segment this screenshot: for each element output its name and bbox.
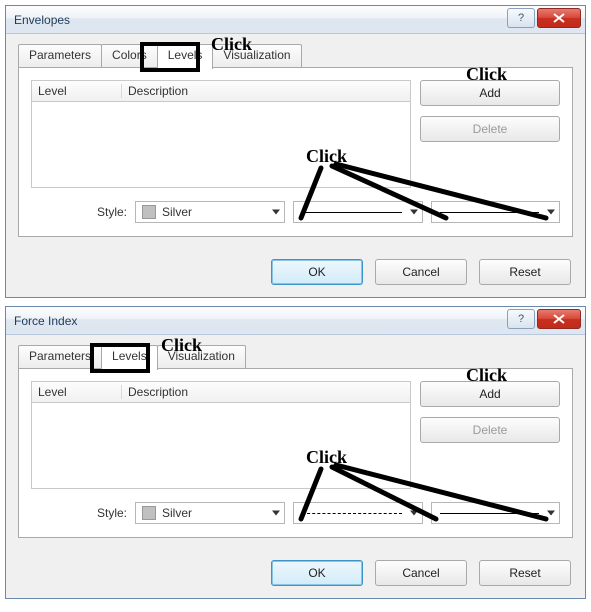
- chevron-down-icon: [547, 210, 555, 215]
- tab-visualization[interactable]: Visualization: [157, 345, 246, 369]
- line-preview: [302, 513, 402, 514]
- tab-colors[interactable]: Colors: [101, 44, 158, 68]
- linestyle-dropdown[interactable]: [293, 201, 423, 223]
- tabstrip: ParametersLevelsVisualization: [18, 345, 573, 369]
- column-description[interactable]: Description: [122, 84, 410, 98]
- line-preview: [440, 513, 539, 514]
- tab-visualization[interactable]: Visualization: [212, 44, 301, 68]
- tab-parameters[interactable]: Parameters: [18, 44, 102, 68]
- list-body[interactable]: [31, 102, 411, 188]
- column-description[interactable]: Description: [122, 385, 410, 399]
- chevron-down-icon: [272, 210, 280, 215]
- dialog-footer: OK Cancel Reset: [6, 249, 585, 297]
- linewidth-dropdown[interactable]: [431, 502, 560, 524]
- list-header: LevelDescription: [31, 80, 411, 102]
- style-row: Style: Silver: [31, 200, 560, 224]
- column-level[interactable]: Level: [32, 84, 122, 98]
- reset-button[interactable]: Reset: [479, 560, 571, 586]
- style-row: Style: Silver: [31, 501, 560, 525]
- add-button[interactable]: Add: [420, 381, 560, 407]
- cancel-button[interactable]: Cancel: [375, 560, 467, 586]
- chevron-down-icon: [272, 511, 280, 516]
- ok-button[interactable]: OK: [271, 560, 363, 586]
- dialog-body: ParametersLevelsVisualizationLevelDescri…: [6, 335, 585, 550]
- color-name: Silver: [162, 506, 192, 520]
- cancel-button[interactable]: Cancel: [375, 259, 467, 285]
- tab-panel: LevelDescription Add Delete Style: Silver: [18, 67, 573, 237]
- line-preview: [440, 212, 539, 213]
- tab-panel: LevelDescription Add Delete Style: Silver: [18, 368, 573, 538]
- dialog-footer: OK Cancel Reset: [6, 550, 585, 598]
- color-name: Silver: [162, 205, 192, 219]
- close-button[interactable]: [537, 8, 581, 28]
- close-button[interactable]: [537, 309, 581, 329]
- color-dropdown[interactable]: Silver: [135, 502, 285, 524]
- color-dropdown[interactable]: Silver: [135, 201, 285, 223]
- style-label: Style:: [31, 205, 127, 219]
- tab-levels[interactable]: Levels: [101, 345, 158, 370]
- tab-parameters[interactable]: Parameters: [18, 345, 102, 369]
- delete-button: Delete: [420, 417, 560, 443]
- add-button[interactable]: Add: [420, 80, 560, 106]
- titlebar: Envelopes?: [6, 6, 585, 34]
- list-body[interactable]: [31, 403, 411, 489]
- list-header: LevelDescription: [31, 381, 411, 403]
- dialog: Envelopes? ParametersColorsLevelsVisualiz…: [5, 5, 586, 298]
- tabstrip: ParametersColorsLevelsVisualization: [18, 44, 573, 68]
- help-button[interactable]: ?: [507, 8, 535, 28]
- linestyle-dropdown[interactable]: [293, 502, 423, 524]
- linewidth-dropdown[interactable]: [431, 201, 560, 223]
- dialog-body: ParametersColorsLevelsVisualizationLevel…: [6, 34, 585, 249]
- line-preview: [302, 212, 402, 213]
- titlebar: Force Index?: [6, 307, 585, 335]
- chevron-down-icon: [410, 511, 418, 516]
- ok-button[interactable]: OK: [271, 259, 363, 285]
- window-title: Envelopes: [14, 13, 70, 27]
- tab-levels[interactable]: Levels: [157, 44, 214, 69]
- reset-button[interactable]: Reset: [479, 259, 571, 285]
- column-level[interactable]: Level: [32, 385, 122, 399]
- style-label: Style:: [31, 506, 127, 520]
- color-swatch: [142, 205, 156, 219]
- delete-button: Delete: [420, 116, 560, 142]
- chevron-down-icon: [410, 210, 418, 215]
- chevron-down-icon: [547, 511, 555, 516]
- help-button[interactable]: ?: [507, 309, 535, 329]
- window-title: Force Index: [14, 314, 77, 328]
- dialog: Force Index? ParametersLevelsVisualizatio…: [5, 306, 586, 599]
- color-swatch: [142, 506, 156, 520]
